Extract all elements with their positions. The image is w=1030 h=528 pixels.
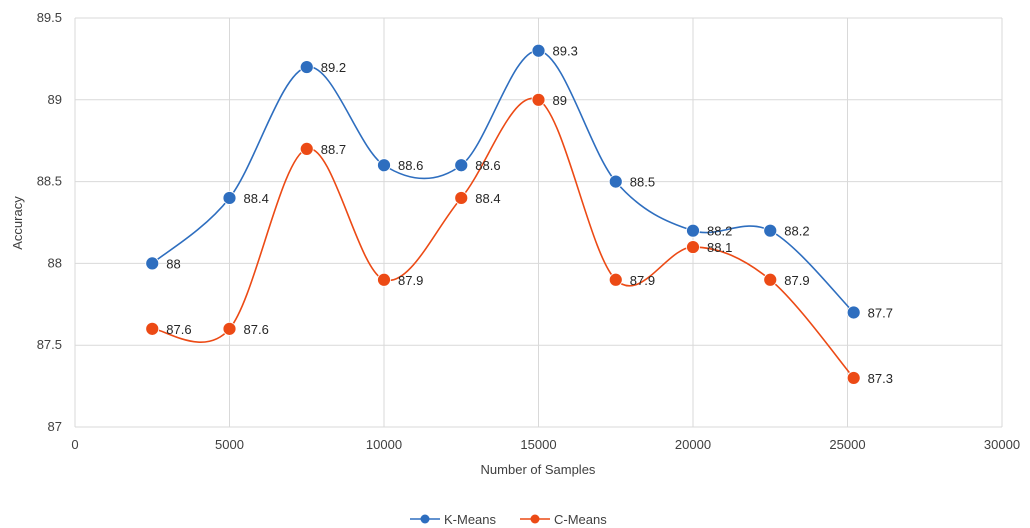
data-label-c-means: 87.6 <box>166 322 191 337</box>
data-point-c-means <box>846 371 861 385</box>
data-label-c-means: 87.3 <box>868 371 893 386</box>
data-label-k-means: 89.2 <box>321 60 346 75</box>
data-label-c-means: 88.1 <box>707 240 732 255</box>
data-label-c-means: 87.6 <box>244 322 269 337</box>
x-tick-label: 0 <box>71 437 78 452</box>
data-point-c-means <box>145 321 160 336</box>
x-axis-title: Number of Samples <box>481 462 596 477</box>
data-label-k-means: 88.6 <box>475 158 500 173</box>
data-point-c-means <box>763 272 778 287</box>
y-axis-title: Accuracy <box>10 196 25 250</box>
x-tick-label: 5000 <box>215 437 244 452</box>
data-label-c-means: 87.9 <box>784 273 809 288</box>
legend-label-k-means: K-Means <box>444 512 497 527</box>
data-point-c-means <box>608 272 623 287</box>
y-tick-label: 87 <box>48 419 62 434</box>
data-point-k-means <box>299 60 314 74</box>
data-point-k-means <box>846 305 861 320</box>
y-tick-label: 87.5 <box>37 337 62 352</box>
legend-marker-k-means <box>420 514 430 524</box>
data-point-k-means <box>686 223 700 238</box>
legend-label-c-means: C-Means <box>554 512 607 527</box>
y-tick-label: 89 <box>48 92 62 107</box>
data-point-k-means <box>145 256 160 271</box>
series-line-k-means <box>151 49 855 314</box>
x-tick-label: 15000 <box>520 437 556 452</box>
x-tick-label: 20000 <box>675 437 711 452</box>
data-label-k-means: 88.2 <box>784 224 809 239</box>
series-line-c-means <box>152 97 855 379</box>
data-label-c-means: 89 <box>553 93 567 108</box>
data-label-c-means: 88.4 <box>475 191 500 206</box>
grid-lines <box>74 17 1003 428</box>
data-point-k-means <box>608 174 623 189</box>
data-label-k-means: 89.3 <box>553 44 578 59</box>
x-tick-label: 30000 <box>984 437 1020 452</box>
data-point-k-means <box>531 43 546 58</box>
data-label-k-means: 88.6 <box>398 158 423 173</box>
data-point-k-means <box>377 158 391 173</box>
data-label-k-means: 88.4 <box>244 191 269 206</box>
y-tick-label: 88 <box>48 255 62 270</box>
data-point-c-means <box>686 240 700 254</box>
data-label-k-means: 88.5 <box>630 175 655 190</box>
x-tick-label: 25000 <box>829 437 865 452</box>
data-label-k-means: 88 <box>166 256 180 271</box>
series-lines <box>145 43 861 385</box>
legend: K-Means C-Means <box>410 512 607 527</box>
data-labels: 88 88.4 89.2 88.6 88.6 89.3 88.5 88.2 88.2 87.7 87… <box>166 44 893 386</box>
data-point-c-means <box>299 141 314 156</box>
data-point-c-means <box>222 321 237 336</box>
y-tick-label: 89.5 <box>37 10 62 25</box>
data-point-c-means <box>531 92 546 107</box>
data-label-c-means: 88.7 <box>321 142 346 157</box>
data-label-k-means: 87.7 <box>868 305 893 320</box>
data-label-c-means: 87.9 <box>398 273 423 288</box>
data-point-k-means <box>454 158 469 173</box>
tick-labels: 87 87.5 88 88.5 89 89.5 0 5000 10000 15000 20000 25… <box>37 10 1020 452</box>
data-point-k-means <box>222 191 237 205</box>
data-point-k-means <box>763 223 778 238</box>
data-point-c-means <box>454 191 469 205</box>
legend-marker-c-means <box>530 514 540 524</box>
data-label-k-means: 88.2 <box>707 224 732 239</box>
data-point-c-means <box>377 272 391 287</box>
data-label-c-means: 87.9 <box>630 273 655 288</box>
x-tick-label: 10000 <box>366 437 402 452</box>
y-tick-label: 88.5 <box>37 174 62 189</box>
